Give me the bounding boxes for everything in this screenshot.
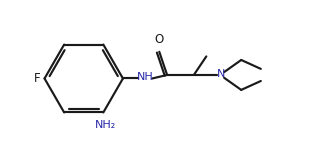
Text: NH: NH [137,72,153,82]
Text: O: O [155,33,164,46]
Text: N: N [216,69,225,79]
Text: F: F [34,72,41,85]
Text: NH₂: NH₂ [95,120,116,130]
